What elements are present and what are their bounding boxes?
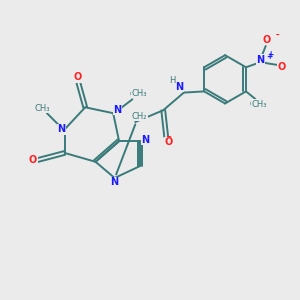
Text: O: O <box>164 136 173 146</box>
Text: CH₃: CH₃ <box>250 100 267 109</box>
Text: CH₃: CH₃ <box>131 89 147 98</box>
Text: N: N <box>142 135 150 145</box>
Text: N: N <box>111 177 119 188</box>
Text: +: + <box>267 50 273 59</box>
Text: O: O <box>164 137 173 147</box>
Text: H: H <box>169 77 176 86</box>
Text: O: O <box>29 155 37 165</box>
Text: O: O <box>277 62 286 72</box>
Text: CH₂: CH₂ <box>132 112 147 121</box>
Text: +: + <box>266 52 273 61</box>
Text: CH₃: CH₃ <box>35 104 50 113</box>
Text: O: O <box>263 34 271 45</box>
Text: N: N <box>176 82 184 92</box>
Text: O: O <box>74 72 82 82</box>
Text: N: N <box>57 124 65 134</box>
Text: O: O <box>277 62 285 72</box>
Text: O: O <box>74 72 82 82</box>
Text: N: N <box>57 124 65 134</box>
Text: -: - <box>276 30 279 39</box>
Text: N: N <box>256 55 264 64</box>
Text: N: N <box>141 136 149 146</box>
Text: CH₂: CH₂ <box>130 112 147 121</box>
Text: N: N <box>113 105 122 115</box>
Text: N: N <box>175 82 183 92</box>
Text: H: H <box>169 76 176 85</box>
Text: N: N <box>256 55 264 65</box>
Text: O: O <box>263 35 271 45</box>
Text: -: - <box>275 31 279 40</box>
Text: N: N <box>111 177 119 188</box>
Text: O: O <box>29 155 37 165</box>
Text: CH₃: CH₃ <box>251 100 267 109</box>
Text: N: N <box>113 105 121 115</box>
Text: CH₃: CH₃ <box>130 90 146 99</box>
Text: CH₃: CH₃ <box>34 104 51 113</box>
